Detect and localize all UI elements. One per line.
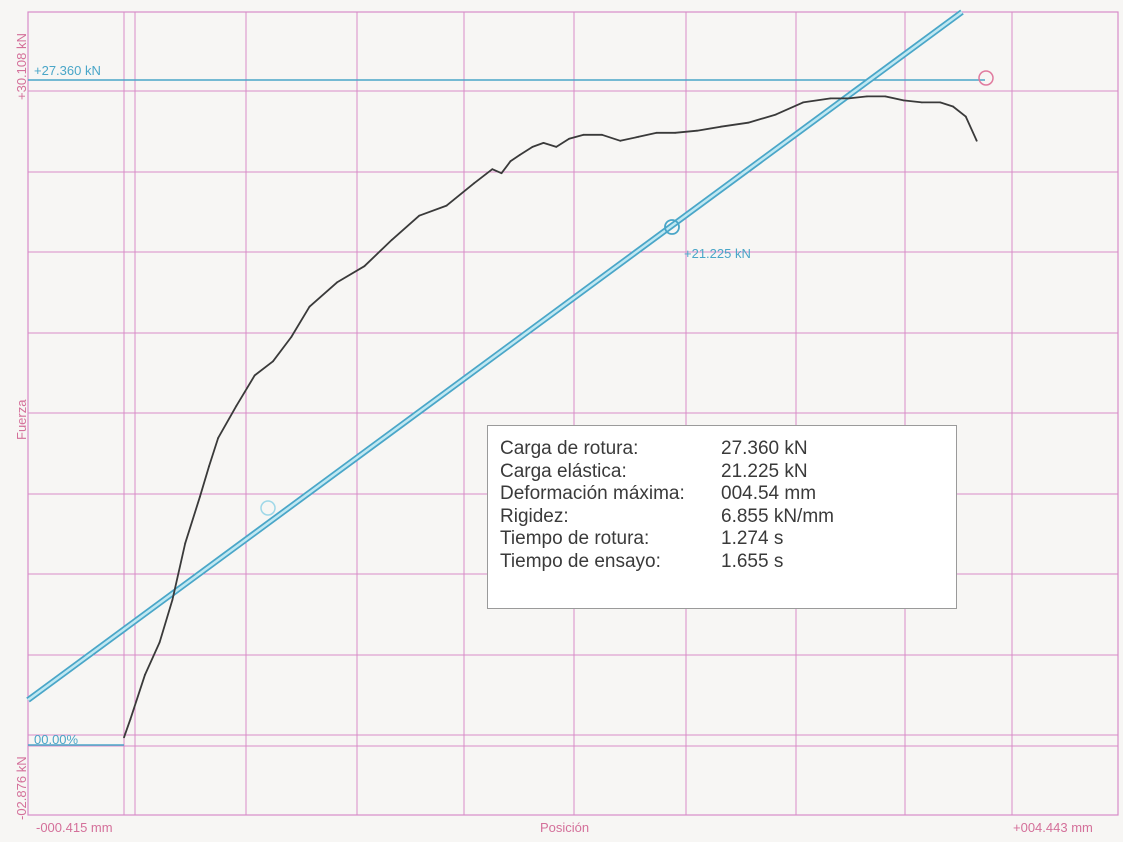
curve-point [184,542,187,545]
x-axis-title: Posición [540,820,589,835]
curve-point [921,101,923,104]
result-label: Rigidez: [500,505,569,527]
curve-point [637,135,640,138]
result-value: 6.855 kN/mm [721,505,834,527]
result-value: 1.274 s [721,528,784,549]
curve-point [568,137,570,140]
y-bottom-label: -02.876 kN [14,756,29,820]
grid [27,11,1119,816]
curve-point [418,214,421,217]
result-row: Tiempo de rotura: 1.274 s [500,528,950,550]
max-load-marker [978,70,994,86]
curve-point [555,146,558,148]
curve-point [802,101,804,104]
curve-point [171,599,174,601]
curve-point [975,139,978,142]
curve-point [363,265,366,268]
curve-point [582,133,585,136]
curve-point [336,281,338,284]
curve-point [518,154,521,156]
result-label: Tiempo de ensayo: [500,550,661,572]
curve-point [129,718,132,721]
curve-point [884,95,887,98]
curve-point [158,641,161,644]
result-value: 21.225 kN [721,460,808,482]
result-label: Tiempo de rotura: [500,528,650,549]
curve-point [939,101,942,104]
stiffness-line-inner [27,10,963,702]
result-label: Deformación máxima: [500,483,685,504]
curve-point [964,115,967,118]
curve-point [542,142,545,144]
x-end-label: +004.443 mm [1013,820,1093,835]
result-label: Carga elástica: [500,460,627,482]
curve-point [123,736,125,739]
curve-point [217,437,220,439]
curve-point [531,146,534,148]
curve-point [290,336,293,338]
curve-point [866,95,868,98]
curve-point [696,129,698,132]
x-start-label: -000.415 mm [36,820,113,835]
result-row: Tiempo de ensayo: 1.655 s [500,551,950,573]
markers [260,70,994,516]
result-value: 27.360 kN [721,438,808,459]
curve-point [473,182,475,185]
curve-point [144,673,146,676]
zero-percent-label: 00.00% [34,732,79,747]
curve-point [272,360,274,363]
curve-point [253,374,256,377]
curve-point [829,97,832,100]
curve-point [655,131,658,134]
result-row: Carga elástica: 21.225 kN [500,461,950,483]
curve-point [619,139,622,142]
curve-point [199,495,201,498]
curve-point [308,305,311,308]
max-load-label: +27.360 kN [34,63,101,78]
result-row: Rigidez: 6.855 kN/mm [500,506,950,528]
curve-point [847,97,850,100]
lower-fit-marker [260,500,276,516]
curve-point [500,172,503,175]
curve-point [747,121,750,124]
elastic-load-marker [664,219,680,235]
results-box: Carga de rotura: 27.360 kN Carga elástica:… [487,425,957,609]
curve-point [235,404,238,407]
elastic-load-label: +21.225 kN [684,246,751,261]
curve-point [509,160,512,163]
curve-point [208,465,210,468]
result-row: Carga de rotura: 27.360 kN [500,438,950,460]
curve-layer [123,95,978,739]
curve-point [390,239,393,241]
result-value: 1.655 s [721,550,784,572]
result-row: Deformación máxima: 004.54 mm [500,483,950,505]
curve-point [952,105,954,108]
curve-point [445,204,448,207]
y-top-label: +30.108 kN [14,33,29,100]
curve-point [902,99,905,102]
curve-point [491,168,494,171]
force-curve [123,95,978,738]
curve-point [674,131,676,134]
result-label: Carga de rotura: [500,438,639,459]
curve-point [601,133,603,136]
curve-point [719,125,722,128]
curve-point [774,113,777,116]
y-axis-title: Fuerza [14,399,29,440]
result-value: 004.54 mm [721,483,817,504]
reference-lines [26,9,985,746]
